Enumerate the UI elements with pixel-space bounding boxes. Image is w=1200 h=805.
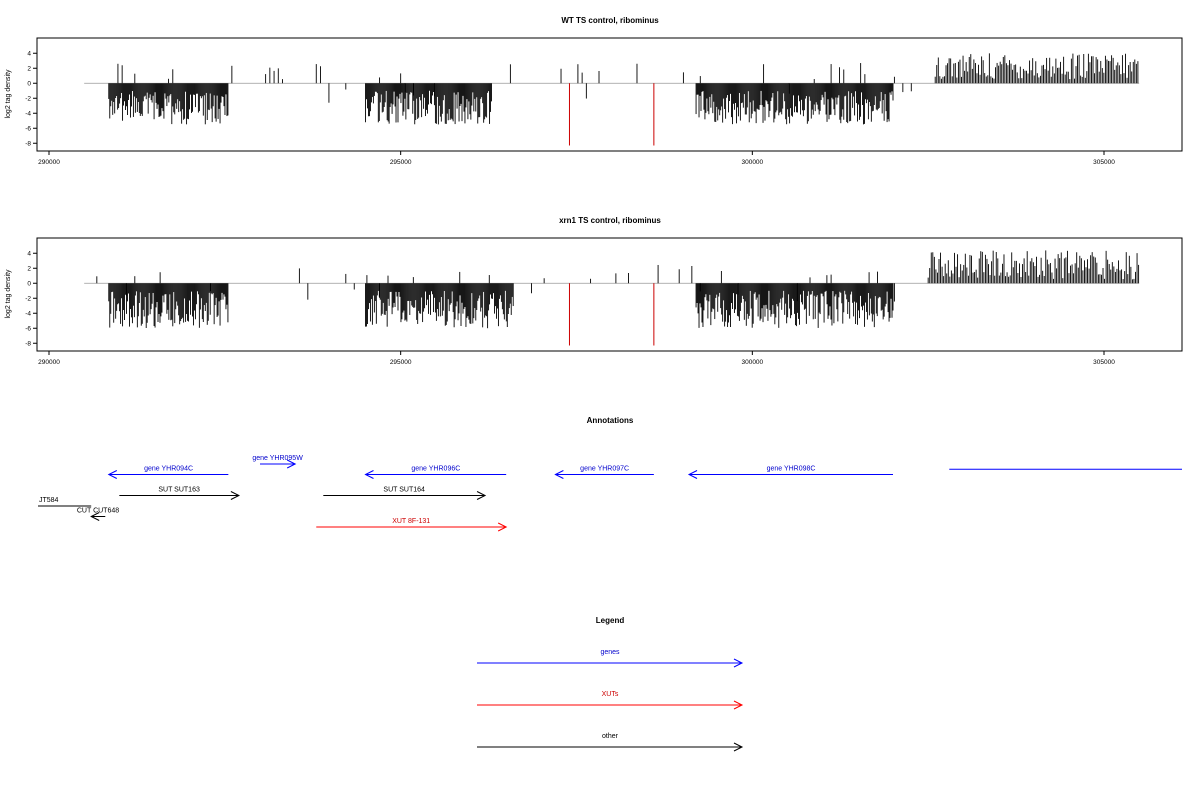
- legend-label: genes: [600, 649, 620, 656]
- xrn1-track-bars: [84, 250, 1140, 346]
- y-tick-label: 2: [27, 265, 31, 272]
- xrn1-track-panel: xrn1 TS control, ribominus log2 tag dens…: [5, 216, 1183, 366]
- feature-label: CUT CUT648: [77, 508, 119, 515]
- xrn1-track-title: xrn1 TS control, ribominus: [559, 216, 661, 225]
- arrow-head: [554, 470, 564, 479]
- y-tick-label: 0: [27, 80, 31, 87]
- x-tick-label: 300000: [741, 159, 763, 166]
- legend-title: Legend: [596, 616, 625, 625]
- annotation-feature: gene YHR094C: [107, 466, 229, 479]
- arrow-head: [107, 470, 118, 479]
- arrow-head: [476, 491, 487, 500]
- annotation-feature: SUT SUT164: [323, 487, 487, 500]
- y-tick-label: 0: [27, 280, 31, 287]
- y-tick-label: -2: [25, 295, 31, 302]
- x-tick-label: 295000: [390, 159, 412, 166]
- y-tick-label: 2: [27, 65, 31, 72]
- y-tick-label: -4: [25, 310, 31, 317]
- arrow-head: [90, 512, 100, 521]
- xrn1-track-axes: -8 -6 -4 -2 0 2 4 290000 295000 300000 305000: [25, 250, 1115, 366]
- feature-label: SUT SUT164: [383, 487, 425, 494]
- y-tick-label: -6: [25, 125, 31, 132]
- annotations-title: Annotations: [587, 416, 634, 425]
- feature-label: SUT SUT163: [158, 487, 200, 494]
- annotation-feature: gene YHR096C: [364, 466, 507, 479]
- xrn1-track-ylabel: log2 tag density: [5, 269, 12, 319]
- x-tick-label: 290000: [38, 359, 60, 366]
- wt-track-ylabel: log2 tag density: [5, 69, 12, 119]
- feature-label: XUT 8F-131: [392, 518, 430, 525]
- arrow-head: [286, 459, 297, 469]
- wt-track-panel: WT TS control, ribominus log2 tag densit…: [5, 16, 1183, 166]
- y-tick-label: 4: [27, 50, 31, 57]
- feature-label: gene YHR094C: [144, 466, 193, 473]
- feature-label: gene YHR096C: [411, 466, 460, 473]
- wt-track-title: WT TS control, ribominus: [561, 16, 659, 25]
- legend-panel: Legend genes XUTs other: [477, 616, 744, 752]
- x-tick-label: 305000: [1093, 159, 1115, 166]
- x-tick-label: 290000: [38, 159, 60, 166]
- x-tick-label: 295000: [390, 359, 412, 366]
- y-tick-label: 4: [27, 250, 31, 257]
- annotation-feature: CUT CUT648: [77, 508, 119, 521]
- y-tick-label: -6: [25, 325, 31, 332]
- wt-track-axes: -8 -6 -4 -2 0 2 4 290000 295000 300000 305000: [25, 50, 1115, 166]
- legend-label: XUTs: [602, 691, 619, 698]
- annotation-feature: XUT 8F-131: [316, 518, 508, 532]
- arrow-head: [733, 700, 744, 710]
- annotation-feature: gene YHR097C: [554, 466, 654, 479]
- annotation-feature: JT584: [38, 497, 92, 507]
- arrow-head: [497, 522, 508, 532]
- annotation-feature: SUT SUT163: [119, 487, 241, 500]
- x-tick-label: 300000: [741, 359, 763, 366]
- feature-label: JT584: [39, 497, 59, 504]
- annotation-feature: gene YHR095W: [252, 455, 303, 469]
- arrow-head: [364, 470, 374, 479]
- y-tick-label: -4: [25, 110, 31, 117]
- legend-items: genes XUTs other: [477, 649, 744, 752]
- arrow-head: [733, 742, 744, 752]
- legend-item: genes: [477, 649, 744, 668]
- arrow-head: [687, 470, 698, 479]
- x-tick-label: 305000: [1093, 359, 1115, 366]
- y-tick-label: -2: [25, 95, 31, 102]
- y-tick-label: -8: [25, 340, 31, 347]
- wt-track-bars: [84, 53, 1140, 146]
- arrow-head: [230, 491, 241, 500]
- annotation-feature: gene YHR098C: [687, 466, 893, 479]
- legend-item: other: [477, 733, 744, 752]
- legend-label: other: [602, 733, 619, 740]
- feature-label: gene YHR098C: [767, 466, 816, 473]
- annotation-features: gene YHR094C gene YHR095W gene YHR096C gene…: [38, 455, 1182, 532]
- legend-item: XUTs: [477, 691, 744, 710]
- y-tick-label: -8: [25, 140, 31, 147]
- arrow-head: [733, 658, 744, 668]
- xrn1-track-frame: [36, 237, 1183, 352]
- feature-label: gene YHR095W: [252, 455, 303, 462]
- feature-label: gene YHR097C: [580, 466, 629, 473]
- wt-track-frame: [36, 37, 1183, 152]
